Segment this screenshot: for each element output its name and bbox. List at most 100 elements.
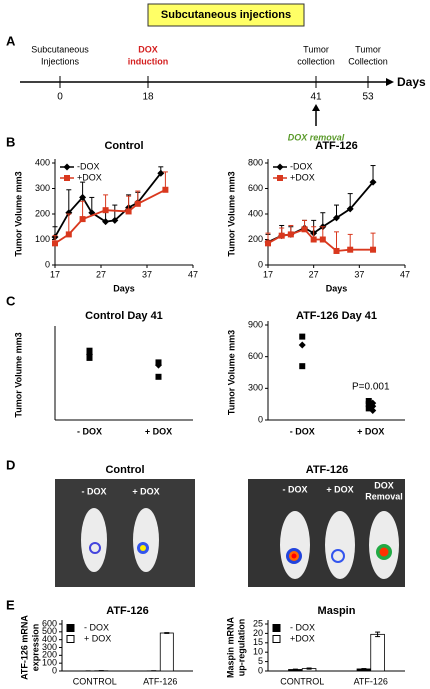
y-tick-label: 500 [42, 626, 57, 636]
data-point [365, 401, 372, 408]
x-axis-label: Days [113, 283, 135, 293]
data-point [310, 236, 317, 243]
x-tick-label: 47 [400, 269, 410, 279]
legend-label: + DOX [84, 633, 111, 643]
event-label: Subcutaneous [31, 44, 89, 54]
annotation: P=0.001 [352, 382, 390, 393]
x-tick-label: 37 [354, 269, 364, 279]
y-tick-label: 0 [45, 259, 50, 269]
y-tick-label: 800 [248, 157, 263, 167]
y-tick-label: 400 [248, 208, 263, 218]
y-tick-label: 0 [258, 414, 263, 424]
chart-title: Control Day 41 [85, 310, 163, 322]
data-point [162, 186, 169, 193]
legend-marker [276, 163, 284, 171]
x-tick-label: 47 [188, 269, 198, 279]
signal [89, 542, 101, 554]
panel-letter: A [6, 33, 16, 48]
y-axis-label: up-regulation [236, 619, 246, 677]
data-point [287, 231, 294, 238]
data-point [157, 169, 165, 177]
y-axis-label: ATF-126 mRNA [19, 615, 29, 680]
legend-marker [277, 175, 283, 181]
condition-label: - DOX [282, 484, 307, 494]
legend-label: +DOX [290, 172, 315, 182]
chart-title: ATF-126 [315, 140, 358, 152]
y-tick-label: 100 [35, 234, 50, 244]
removal-arrowhead [312, 104, 320, 111]
y-tick-label: 600 [248, 351, 263, 361]
data-point [134, 200, 141, 207]
data-point [52, 240, 58, 247]
condition-label: + DOX [132, 486, 159, 496]
y-tick-label: 200 [248, 234, 263, 244]
signal [140, 545, 146, 551]
x-tick-label: 17 [50, 269, 60, 279]
event-label: Injections [41, 56, 80, 66]
event-day: 41 [310, 92, 322, 103]
data-point [365, 398, 372, 404]
y-tick-label: 900 [248, 319, 263, 329]
data-point [86, 347, 93, 354]
panel-letter: C [6, 293, 16, 308]
legend-marker [63, 163, 71, 171]
y-tick-label: 400 [35, 157, 50, 167]
mouse [81, 508, 107, 572]
timeline-events: Subcutaneous Injections DOX induction Tu… [31, 44, 388, 102]
y-tick-label: 300 [248, 383, 263, 393]
data-point [369, 407, 377, 414]
data-point [370, 246, 377, 253]
legend-label: -DOX [290, 161, 313, 171]
condition-label: + DOX [326, 484, 353, 494]
y-tick-label: 5 [258, 656, 263, 666]
timeline-label: Days [397, 75, 426, 89]
bar [370, 633, 385, 672]
panel-letter: B [6, 134, 15, 149]
data-point [347, 246, 354, 253]
event-day: 0 [57, 92, 63, 103]
y-tick-label: 15 [253, 637, 263, 647]
x-tick-label: CONTROL [280, 676, 324, 686]
image-title: ATF-126 [306, 464, 349, 476]
bar [159, 632, 174, 672]
timeline-arrow [386, 78, 394, 86]
legend-label: +DOX [77, 172, 102, 182]
condition-label: - DOX [81, 486, 106, 496]
y-tick-label: 600 [42, 618, 57, 628]
data-point [86, 354, 93, 361]
legend-swatch [66, 624, 75, 632]
legend-swatch [272, 635, 281, 643]
signal [291, 553, 297, 559]
y-axis-label: expression [30, 624, 40, 672]
x-tick-label: 27 [96, 269, 106, 279]
legend-swatch [272, 624, 281, 632]
x-tick-label: ATF-126 [354, 676, 388, 686]
legend-label: - DOX [84, 622, 109, 632]
figure-title: Subcutaneous injections [161, 9, 291, 21]
legend-label: - DOX [290, 622, 315, 632]
y-tick-label: 0 [258, 665, 263, 675]
y-axis-label: Tumor Volume mm3 [226, 330, 236, 415]
x-tick-label: 37 [142, 269, 152, 279]
event-label: induction [128, 56, 169, 66]
event-day: 53 [362, 92, 374, 103]
y-tick-label: 0 [52, 665, 57, 675]
data-point [346, 205, 354, 213]
data-point [79, 193, 87, 201]
mouse [133, 508, 159, 572]
y-axis-label: Tumor Volume mm3 [13, 171, 23, 256]
legend-marker [64, 175, 70, 181]
image [55, 479, 195, 587]
x-tick-label: 17 [263, 269, 273, 279]
data-point [125, 208, 132, 215]
data-point [111, 216, 119, 224]
data-point [333, 247, 340, 254]
y-axis-label: Tumor Volume mm3 [226, 171, 236, 256]
y-axis-label: Tumor Volume mm3 [13, 332, 23, 417]
y-tick-label: 300 [35, 183, 50, 193]
removal-note: DOX removal [288, 132, 345, 142]
condition-labels: - DOX + DOX - DOX + DOX DOX Removal [81, 480, 402, 501]
event-label: Collection [348, 56, 388, 66]
data-point [265, 240, 271, 247]
